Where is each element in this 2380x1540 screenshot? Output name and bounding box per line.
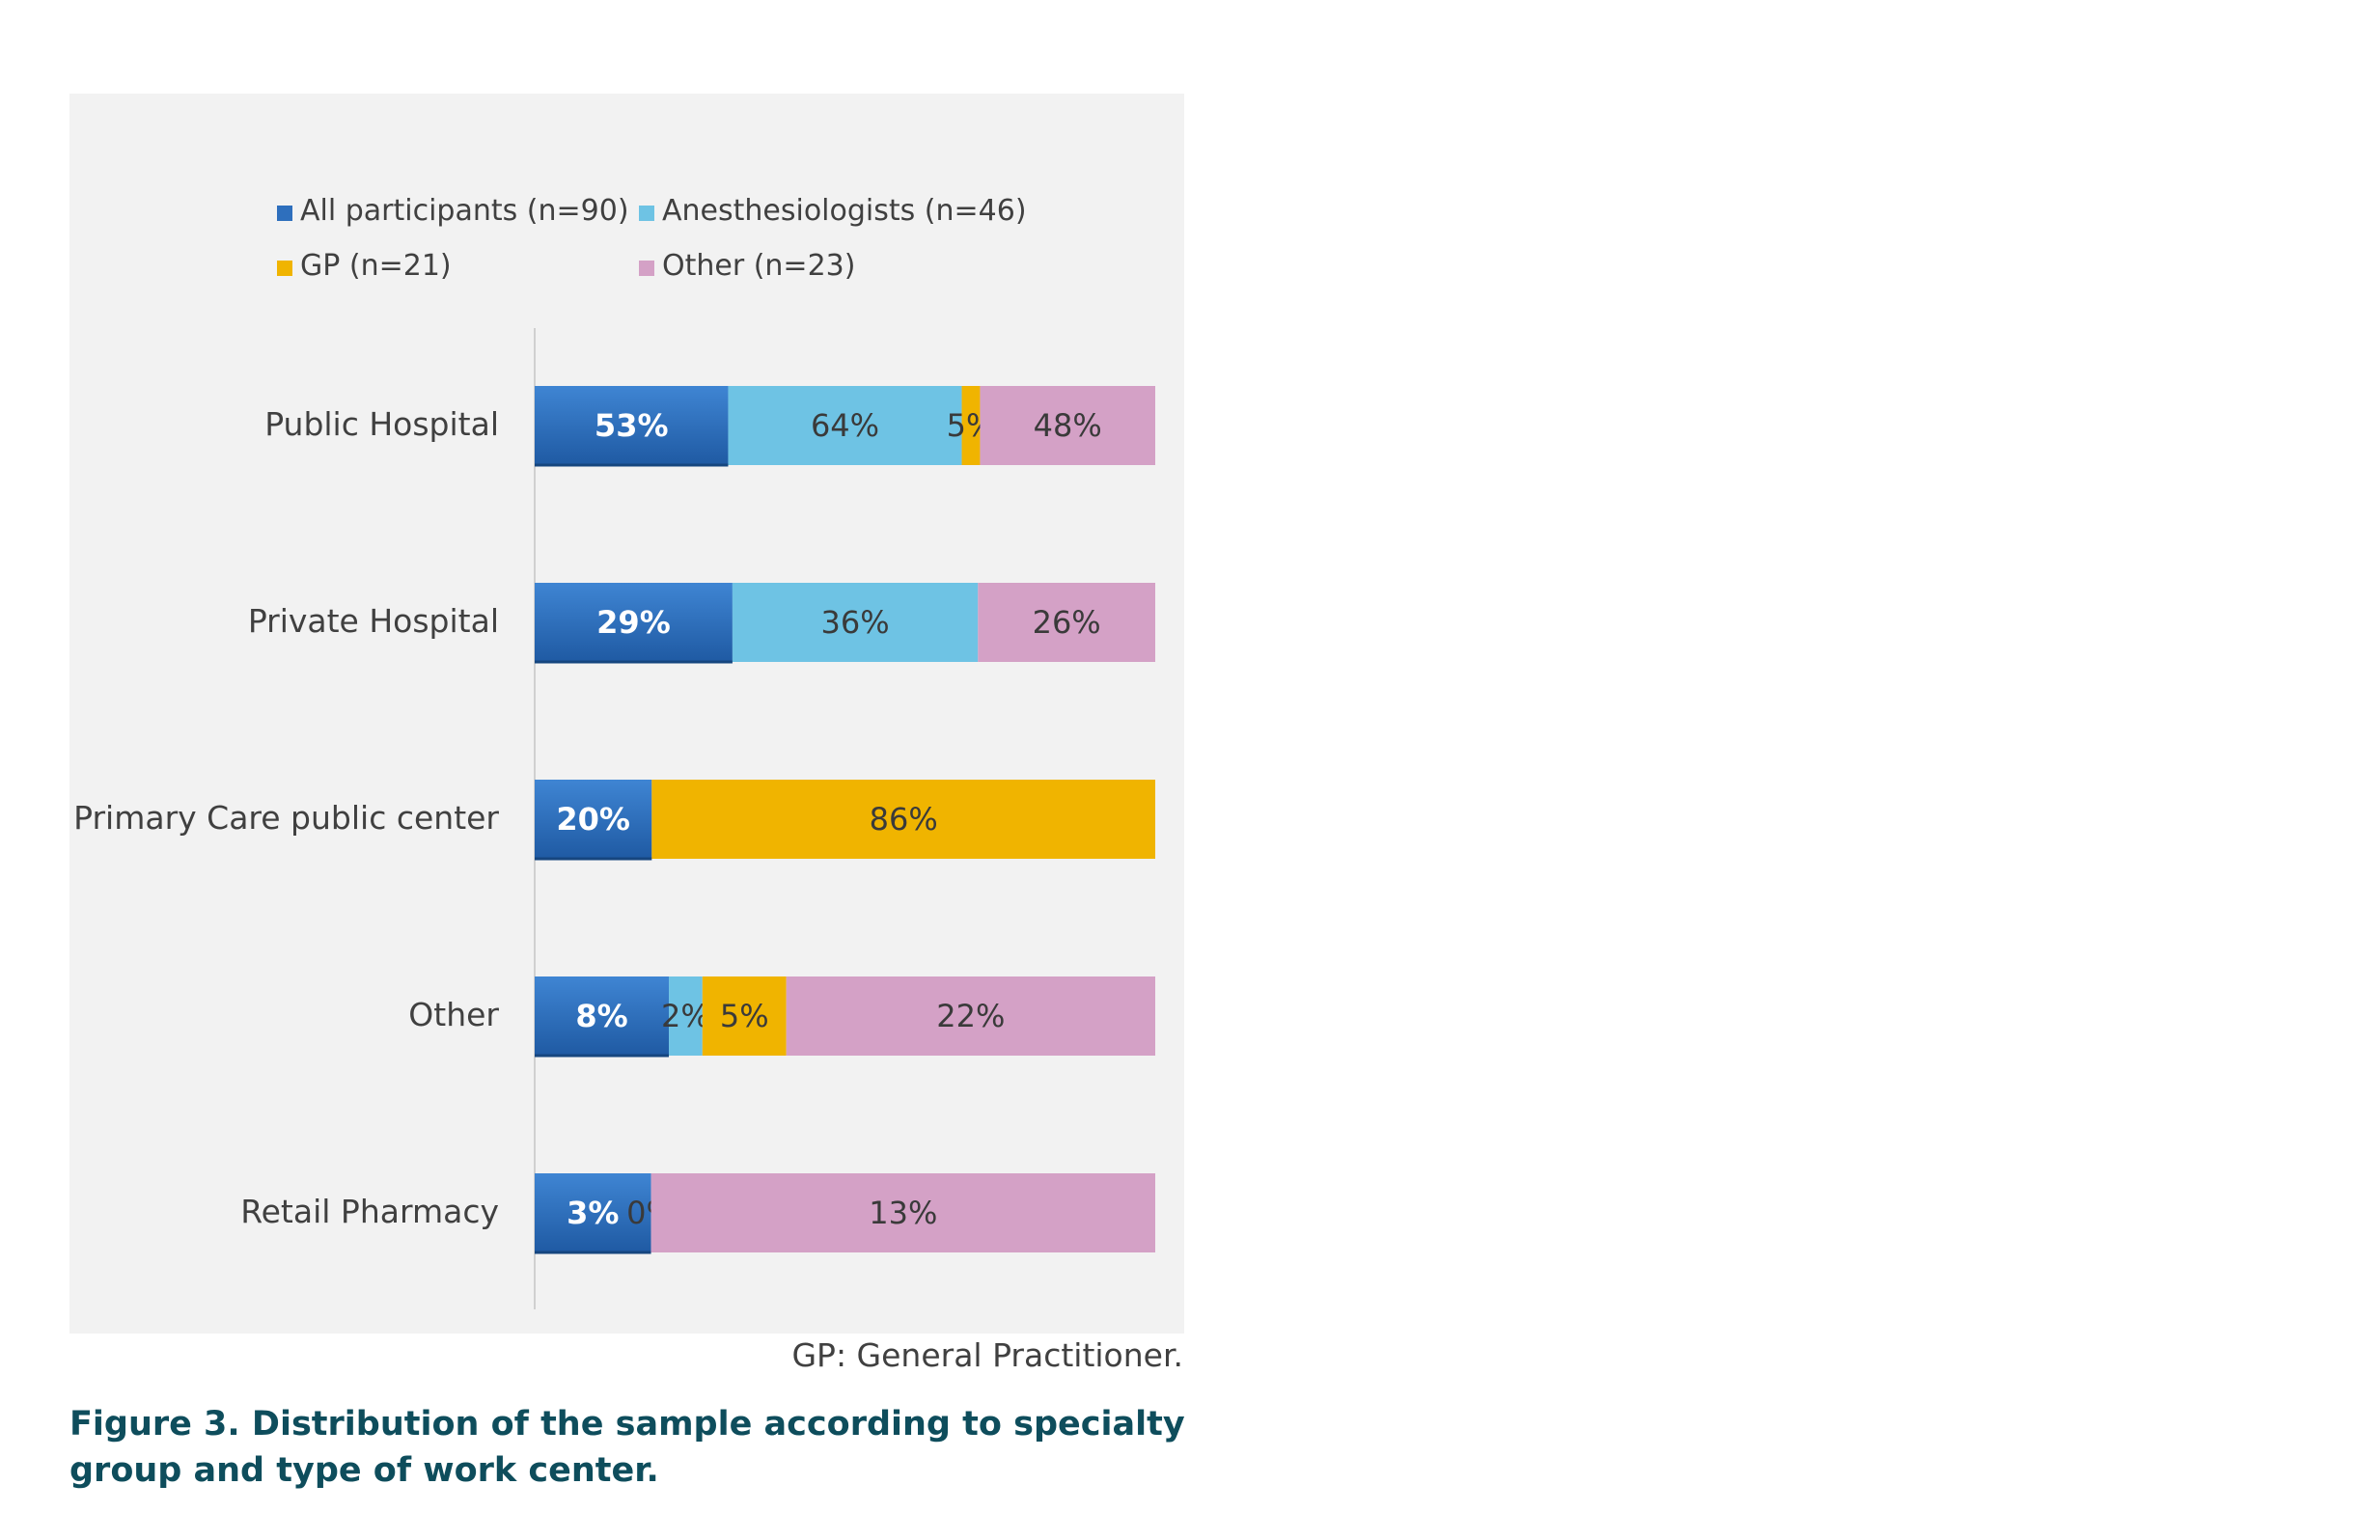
figure-caption: Figure 3. Distribution of the sample acc…	[69, 1405, 1185, 1490]
bar-segment-other-gp	[702, 976, 787, 1056]
data-label: 48%	[1034, 407, 1102, 444]
bar-segment-primary-care-public-center-gp	[651, 780, 1155, 859]
legend: All participants (n=90) Anesthesiologists…	[277, 194, 1027, 283]
bar-row-public-hospital: 53% 64% 5% 48%	[535, 386, 1155, 467]
bar-row-primary-care-public-center: 20% 86%	[535, 780, 1155, 861]
category-label-primary-care-public-center: Primary Care public center	[73, 799, 499, 837]
bar-segment-public-hospital-gp	[961, 386, 981, 465]
bar-row-private-hospital: 29% 36% 26%	[535, 583, 1155, 664]
bar-segment-private-hospital-anesthesiologists	[732, 583, 979, 662]
category-label-private-hospital: Private Hospital	[248, 602, 499, 640]
data-label: 22%	[936, 998, 1005, 1034]
legend-label: All participants (n=90)	[300, 194, 629, 228]
legend-swatch	[639, 206, 654, 221]
bar-segment-private-hospital-other	[978, 583, 1155, 662]
data-label: 86%	[870, 801, 938, 838]
bar-segment-retail-pharmacy-other	[650, 1173, 1155, 1252]
bars: 53% 64% 5% 48% 29% 36% 26% 20% 86% 8% 2% 5% 22% 3%0%1…	[535, 386, 1155, 1254]
legend-item-anesthesiologists: Anesthesiologists (n=46)	[639, 194, 1027, 228]
legend-item-all-participants: All participants (n=90)	[277, 194, 629, 228]
bar-segment-public-hospital-anesthesiologists	[728, 386, 962, 465]
category-labels: Public Hospital Private Hospital Primary C…	[73, 405, 499, 1230]
bar-segment-private-hospital-all-participants	[535, 583, 733, 662]
data-label: 2%	[661, 998, 710, 1034]
category-label-public-hospital: Public Hospital	[264, 405, 499, 443]
bar-segment-primary-care-public-center-all-participants	[535, 780, 652, 859]
bar-segment-public-hospital-all-participants	[535, 386, 729, 465]
data-label: 29%	[596, 604, 671, 641]
legend-swatch	[639, 261, 654, 276]
data-label: 8%	[575, 998, 627, 1034]
data-label: 36%	[821, 604, 890, 641]
bar-segment-retail-pharmacy-all-participants	[535, 1173, 651, 1252]
legend-label: GP (n=21)	[300, 249, 452, 283]
legend-swatch	[277, 261, 292, 276]
category-label-other: Other	[408, 996, 499, 1033]
data-label: 53%	[595, 407, 669, 444]
bar-row-other: 8% 2% 5% 22%	[535, 976, 1155, 1058]
data-label: 5%	[720, 998, 769, 1034]
footnote: GP: General Practitioner.	[791, 1336, 1183, 1374]
data-label: 13%	[869, 1195, 937, 1231]
stacked-bar-chart: All participants (n=90) Anesthesiologists…	[73, 194, 1155, 1309]
category-label-retail-pharmacy: Retail Pharmacy	[240, 1193, 499, 1230]
bar-segment-other-anesthesiologists	[669, 976, 703, 1056]
data-label: 20%	[556, 801, 630, 838]
bar-row-retail-pharmacy: 3%0%13%	[535, 1173, 1155, 1254]
bar-segment-public-hospital-other	[980, 386, 1155, 465]
legend-item-gp: GP (n=21)	[277, 249, 452, 283]
data-label: 64%	[811, 407, 879, 444]
data-label: 3%	[567, 1195, 619, 1231]
chart-panel: All participants (n=90) Anesthesiologists…	[69, 94, 1184, 1334]
legend-label: Other (n=23)	[662, 249, 855, 283]
bar-segment-other-other	[786, 976, 1155, 1056]
legend-item-other: Other (n=23)	[639, 249, 855, 283]
legend-label: Anesthesiologists (n=46)	[662, 194, 1027, 228]
data-label: 26%	[1033, 604, 1101, 641]
legend-swatch	[277, 206, 292, 221]
bar-segment-other-all-participants	[535, 976, 670, 1056]
